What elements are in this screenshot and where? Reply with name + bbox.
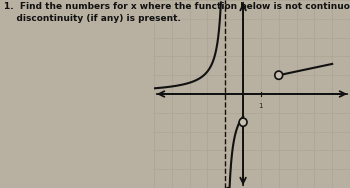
Text: 1.  Find the numbers for x where the function below is not continuous. Explain w: 1. Find the numbers for x where the func… [4, 2, 350, 23]
Text: 1: 1 [259, 103, 263, 109]
Circle shape [239, 118, 247, 126]
Circle shape [275, 71, 283, 79]
